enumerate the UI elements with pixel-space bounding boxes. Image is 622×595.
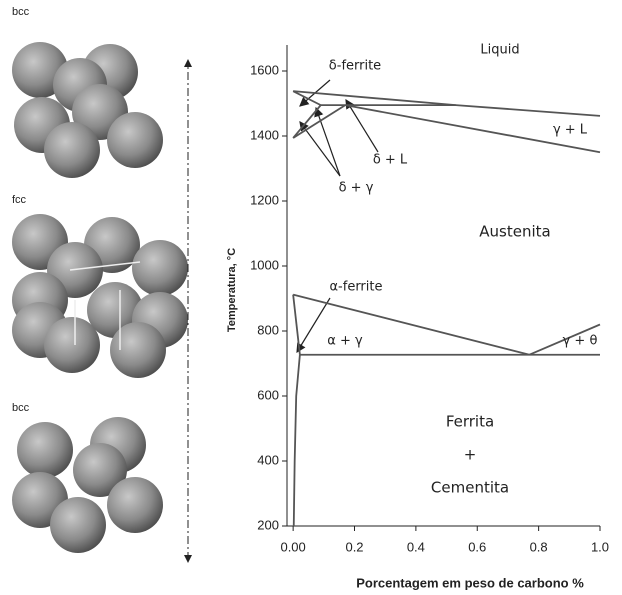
y-tick-label: 400 (257, 452, 279, 467)
crystal-bcc-top (12, 42, 163, 178)
x-axis-title: Porcentagem em peso de carbono % (356, 575, 584, 590)
annotation: Austenita (479, 223, 550, 241)
annotation-arrows (296, 79, 379, 354)
crystal-bcc-bottom (12, 417, 163, 553)
phase-boundary (529, 323, 601, 356)
structure-label: bcc (12, 6, 30, 18)
phase-boundary (293, 90, 601, 117)
y-tick-label: 1400 (250, 127, 279, 142)
x-tick-label: 1.0 (591, 539, 609, 554)
x-tick-label: 0.8 (530, 539, 548, 554)
annotation: δ + L (373, 153, 408, 168)
y-axis-title: Temperatura, °C (226, 248, 238, 332)
phase-boundary (292, 90, 322, 106)
crystal-fcc (12, 214, 188, 378)
y-tick-label: 1600 (250, 62, 279, 77)
phase-boundary (292, 104, 322, 139)
y-tick-label: 800 (257, 322, 279, 337)
annotation: Ferrita (446, 413, 494, 431)
annotation: α-ferrite (329, 280, 382, 295)
x-tick-label: 0.00 (280, 539, 305, 554)
annotation: Cementita (431, 479, 509, 497)
phase-boundary (292, 294, 301, 355)
phase-boundary (292, 354, 301, 527)
phase-boundary (345, 104, 601, 154)
y-tick-label: 200 (257, 517, 279, 532)
annotation: α + γ (327, 334, 363, 349)
phase-boundary (292, 293, 530, 356)
y-tick-label: 600 (257, 387, 279, 402)
phase-boundary (292, 104, 346, 139)
x-tick-label: 0.2 (345, 539, 363, 554)
x-tick-label: 0.6 (468, 539, 486, 554)
x-tick-label: 0.4 (407, 539, 425, 554)
structure-label: bcc (12, 402, 30, 414)
y-tick-label: 1000 (250, 257, 279, 272)
annotation: Liquid (480, 43, 519, 58)
y-tick-label: 1200 (250, 192, 279, 207)
annotation: + (464, 446, 477, 464)
annotation: γ + θ (563, 334, 598, 349)
annotation: γ + L (553, 123, 588, 138)
structure-label: fcc (12, 194, 27, 206)
annotation: δ + γ (339, 181, 374, 196)
annotation: δ-ferrite (329, 59, 381, 74)
